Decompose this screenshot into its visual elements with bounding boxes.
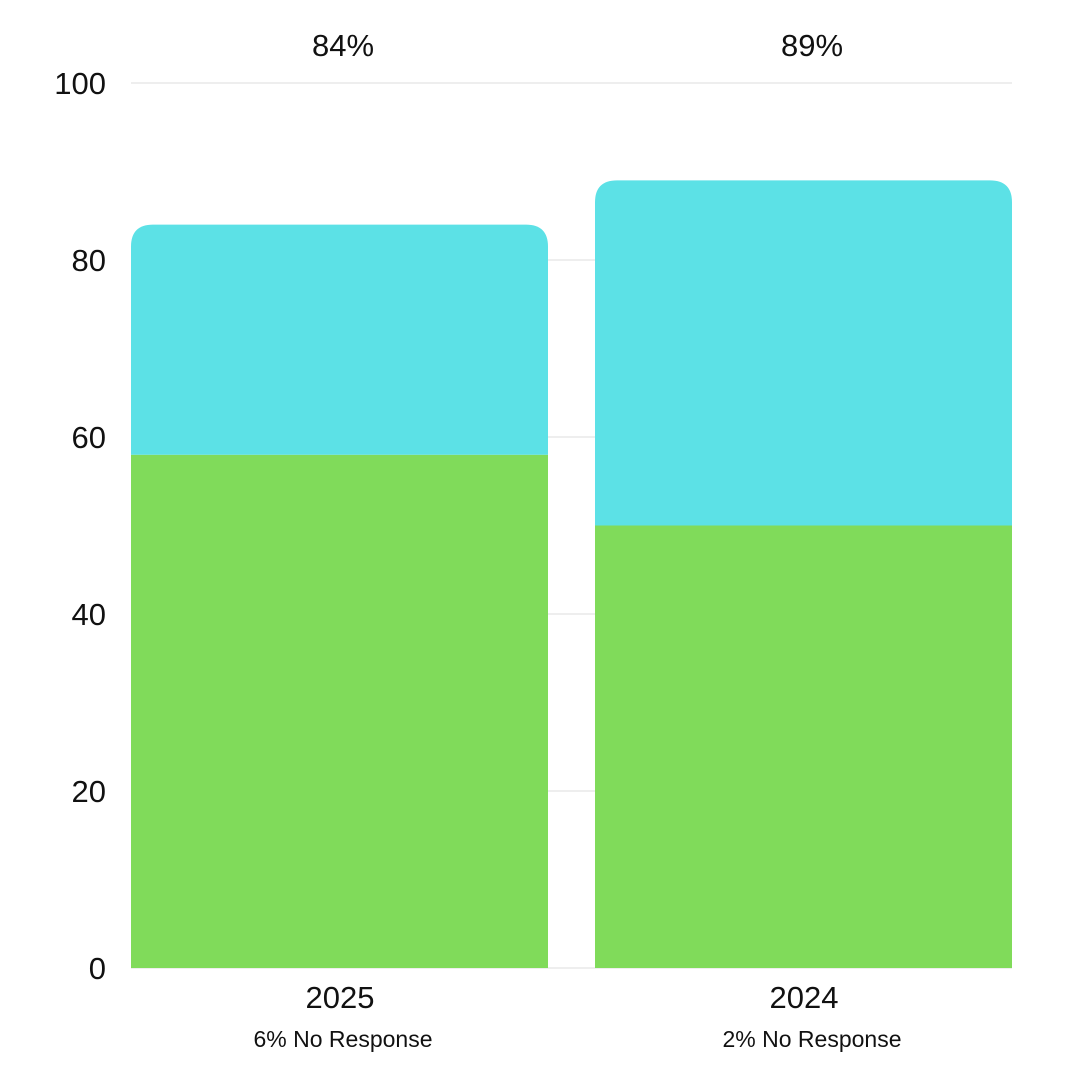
- y-tick-label: 40: [72, 597, 106, 632]
- bars: [131, 180, 1012, 968]
- bar-segment: [131, 454, 548, 968]
- no-response-note: 6% No Response: [254, 1026, 433, 1052]
- bar-total-label: 89%: [781, 28, 843, 63]
- bar-segment: [131, 224, 548, 455]
- bar-total-label: 84%: [312, 28, 374, 63]
- y-tick-label: 60: [72, 420, 106, 455]
- y-tick-label: 100: [54, 66, 106, 101]
- x-category-label: 2025: [306, 980, 375, 1015]
- labels: 0 20 40 60 80 100 84% 89% 2025 2024 6% N…: [54, 28, 901, 1052]
- bar-segment: [595, 180, 1012, 526]
- y-tick-label: 80: [72, 243, 106, 278]
- y-tick-label: 20: [72, 774, 106, 809]
- y-tick-label: 0: [89, 951, 106, 986]
- no-response-note: 2% No Response: [723, 1026, 902, 1052]
- bar-segment: [595, 525, 1012, 968]
- x-category-label: 2024: [770, 980, 839, 1015]
